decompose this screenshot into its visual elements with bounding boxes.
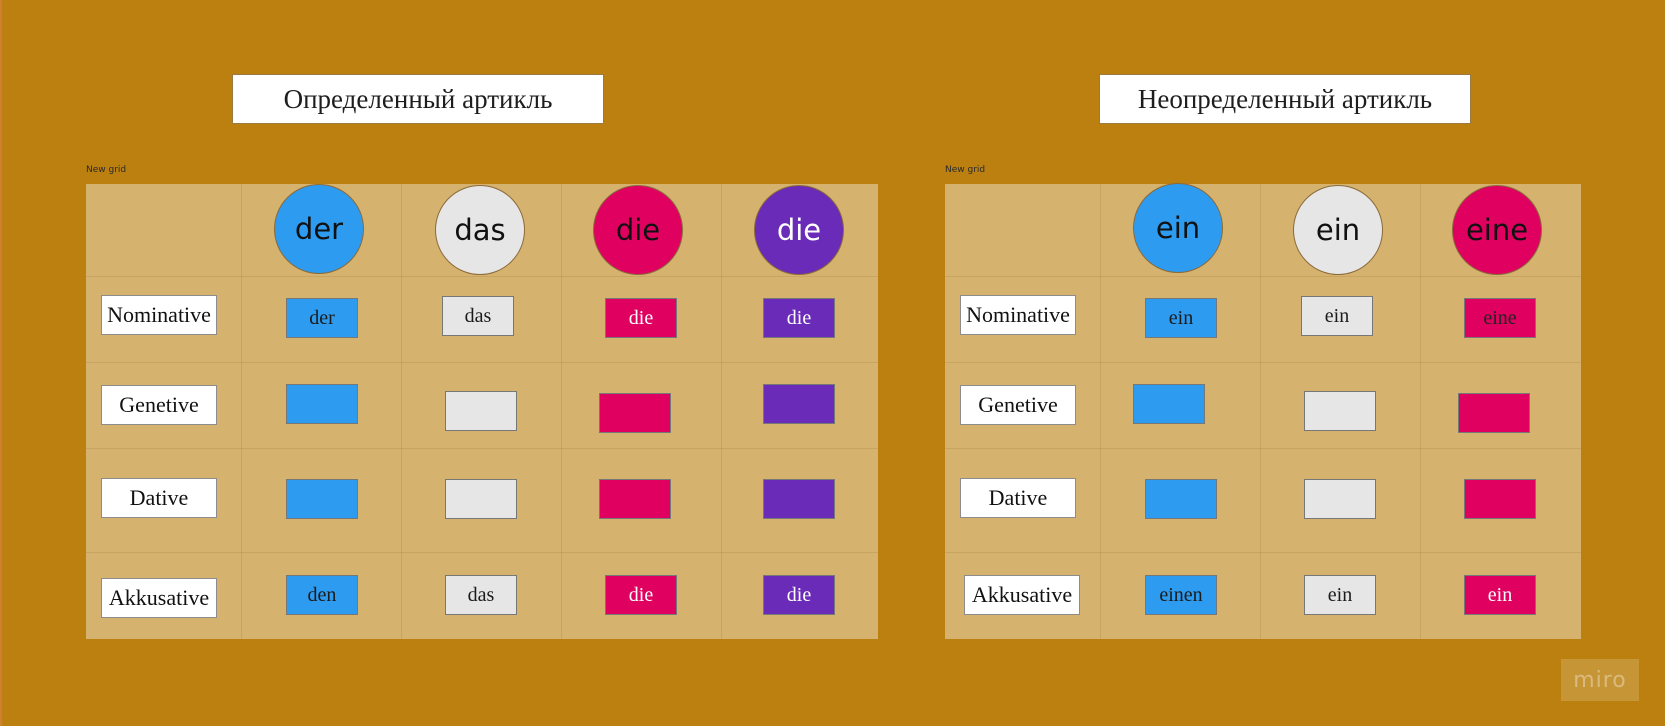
cell-akk-plural[interactable]: die <box>763 575 835 615</box>
header-circle-der[interactable]: der <box>274 184 364 274</box>
cell-nom-neut[interactable]: ein <box>1301 296 1373 336</box>
cell-gen-fem[interactable] <box>1458 393 1530 433</box>
case-label-nominative[interactable]: Nominative <box>101 295 217 335</box>
case-label-akkusative[interactable]: Akkusative <box>101 578 217 618</box>
cell-akk-masc[interactable]: den <box>286 575 358 615</box>
case-label-dative[interactable]: Dative <box>960 478 1076 518</box>
cell-gen-masc[interactable] <box>1133 384 1205 424</box>
cell-akk-neut[interactable]: ein <box>1304 575 1376 615</box>
cell-gen-fem[interactable] <box>599 393 671 433</box>
header-circle-die-feminine[interactable]: die <box>593 185 683 275</box>
cell-akk-neut[interactable]: das <box>445 575 517 615</box>
grid-caption-left: New grid <box>86 165 127 175</box>
cell-akk-fem[interactable]: ein <box>1464 575 1536 615</box>
header-circle-ein-neut[interactable]: ein <box>1293 185 1383 275</box>
case-label-dative[interactable]: Dative <box>101 478 217 518</box>
cell-gen-plural[interactable] <box>763 384 835 424</box>
cell-dat-plural[interactable] <box>763 479 835 519</box>
cell-dat-fem[interactable] <box>599 479 671 519</box>
indefinite-article-title[interactable]: Неопределенный артикль <box>1099 74 1471 124</box>
definite-article-title[interactable]: Определенный артикль <box>232 74 604 124</box>
cell-gen-neut[interactable] <box>445 391 517 431</box>
grid-caption-right: New grid <box>945 165 986 175</box>
case-label-nominative[interactable]: Nominative <box>960 295 1076 335</box>
case-label-genetive[interactable]: Genetive <box>960 385 1076 425</box>
cell-gen-masc[interactable] <box>286 384 358 424</box>
header-circle-die-plural[interactable]: die <box>754 185 844 275</box>
cell-nom-fem[interactable]: die <box>605 298 677 338</box>
cell-nom-masc[interactable]: der <box>286 298 358 338</box>
cell-nom-fem[interactable]: eine <box>1464 298 1536 338</box>
miro-watermark-logo: miro <box>1561 659 1639 701</box>
cell-dat-masc[interactable] <box>1145 479 1217 519</box>
canvas-left-edge <box>0 0 2 726</box>
header-circle-das[interactable]: das <box>435 185 525 275</box>
header-circle-eine[interactable]: eine <box>1452 185 1542 275</box>
cell-nom-plural[interactable]: die <box>763 298 835 338</box>
cell-dat-neut[interactable] <box>1304 479 1376 519</box>
cell-dat-neut[interactable] <box>445 479 517 519</box>
cell-nom-masc[interactable]: ein <box>1145 298 1217 338</box>
cell-gen-neut[interactable] <box>1304 391 1376 431</box>
indefinite-article-grid[interactable]: ein ein eine Nominative Genetive Dative … <box>945 183 1581 639</box>
header-circle-ein-masc[interactable]: ein <box>1133 183 1223 273</box>
cell-nom-neut[interactable]: das <box>442 296 514 336</box>
definite-article-grid[interactable]: der das die die Nominative Genetive Dati… <box>86 184 878 639</box>
cell-akk-masc[interactable]: einen <box>1145 575 1217 615</box>
case-label-genetive[interactable]: Genetive <box>101 385 217 425</box>
cell-dat-masc[interactable] <box>286 479 358 519</box>
cell-akk-fem[interactable]: die <box>605 575 677 615</box>
cell-dat-fem[interactable] <box>1464 479 1536 519</box>
case-label-akkusative[interactable]: Akkusative <box>964 575 1080 615</box>
